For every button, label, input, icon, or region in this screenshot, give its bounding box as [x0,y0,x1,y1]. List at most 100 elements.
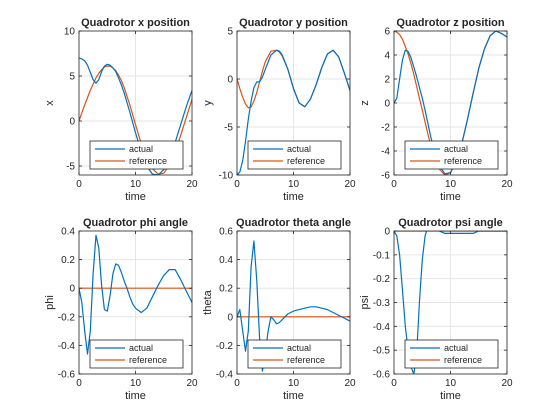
legend-box [247,339,342,369]
tick-label-y: 4 [384,51,390,62]
tick-label-y: -0.5 [373,346,391,357]
legend-label-reference: reference [444,355,482,365]
legend: actual reference [404,339,499,369]
tick-label-y: -0.2 [58,312,76,323]
tick-label-y: 5 [227,27,233,38]
tick-label-y: 0 [384,227,390,238]
legend-box [404,339,499,369]
legend-box [89,339,184,369]
y-axis-label: theta [202,289,214,314]
chart-title: Quadrotor phi angle [83,217,188,229]
tick-label-x: 20 [344,378,356,389]
tick-label-y: 0.2 [61,255,75,266]
tick-label-y: -0.3 [373,298,391,309]
tick-label-y: -0.4 [373,322,391,333]
legend-label-reference: reference [287,355,325,365]
x-axis-label: time [440,191,461,203]
tick-label-y: 2 [384,75,390,86]
tick-label-y: 5 [69,72,75,83]
series-group [237,240,350,372]
chart-title: Quadrotor theta angle [236,217,351,229]
tick-label-y: -0.1 [373,250,391,261]
tick-label-x: 10 [288,378,300,389]
series-group [79,234,192,355]
series-group [237,49,350,175]
axes-psi: 0 10 20 -0.6 -0.5 -0.4 -0.3 -0.2 -0.1 0 Quadrotor … [359,217,513,402]
tick-label-y: -10 [219,171,234,182]
tick-label-x: 10 [288,179,300,190]
tick-label-x: 10 [445,179,457,190]
legend-label-actual: actual [287,144,311,154]
legend: actual reference [89,140,184,170]
tick-label-y: -5 [224,123,233,134]
series-line-actual [237,240,350,372]
tick-label-y: 0 [69,117,75,128]
tick-label-y: 6 [384,27,390,38]
tick-label-y: -4 [381,147,390,158]
x-axis-label: time [440,390,461,402]
y-axis-label: phi [44,295,56,310]
legend: actual reference [247,140,342,170]
tick-label-x: 10 [445,378,457,389]
legend: actual reference [247,339,342,369]
legend-label-actual: actual [444,343,468,353]
tick-label-x: 0 [391,179,397,190]
tick-label-y: 10 [64,27,76,38]
tick-label-x: 0 [234,378,240,389]
tick-label-y: 0.6 [219,227,233,238]
legend-label-reference: reference [129,355,167,365]
tick-label-y: -0.2 [216,341,234,352]
legend-box [247,140,342,170]
tick-label-y: -6 [381,171,390,182]
legend-label-actual: actual [129,144,153,154]
chart-title: Quadrotor x position [81,17,190,29]
tick-label-y: -5 [66,162,75,173]
legend-box [404,140,499,170]
chart-title: Quadrotor y position [239,17,348,29]
tick-label-x: 0 [76,179,82,190]
legend: actual reference [404,140,499,170]
axes-phi: 0 10 20 -0.6 -0.4 -0.2 0 0.2 0.4 Quadrotor phi an… [44,217,198,402]
tick-label-y: -0.6 [58,370,76,381]
tick-label-y: 0 [227,75,233,86]
legend-label-actual: actual [287,343,311,353]
series-line-actual [237,49,350,175]
tick-label-x: 0 [76,378,82,389]
tick-label-y: 0 [227,312,233,323]
tick-label-x: 10 [130,179,142,190]
tick-label-y: -0.4 [58,341,76,352]
tick-label-x: 20 [186,179,198,190]
x-axis-label: time [125,191,146,203]
tick-label-x: 0 [234,179,240,190]
tick-label-y: 0.4 [61,227,75,238]
tick-label-x: 20 [344,179,356,190]
axes-z: 0 10 20 -6 -4 -2 0 2 4 6 Quadrotor z position time z… [359,17,513,203]
tick-label-y: 0.2 [219,284,233,295]
legend-label-actual: actual [444,144,468,154]
tick-label-x: 20 [501,179,513,190]
x-axis-label: time [125,390,146,402]
legend-label-reference: reference [287,156,325,166]
tick-label-x: 10 [130,378,142,389]
y-axis-label: psi [359,295,371,309]
axes-y: 0 10 20 -10 -5 0 5 Quadrotor y position time y act… [202,17,356,203]
legend-label-actual: actual [129,343,153,353]
legend: actual reference [89,339,184,369]
tick-label-y: -0.4 [216,370,234,381]
tick-label-y: -2 [381,123,390,134]
tick-label-y: -0.2 [373,274,391,285]
tick-label-y: 0 [69,284,75,295]
tick-label-x: 0 [391,378,397,389]
tick-label-y: -0.6 [373,370,391,381]
series-line-actual [79,234,192,355]
series-line-reference [79,65,192,175]
legend-box [89,140,184,170]
x-axis-label: time [283,191,304,203]
chart-title: Quadrotor z position [396,17,504,29]
y-axis-label: z [359,100,371,106]
tick-label-x: 20 [501,378,513,389]
x-axis-label: time [283,390,304,402]
